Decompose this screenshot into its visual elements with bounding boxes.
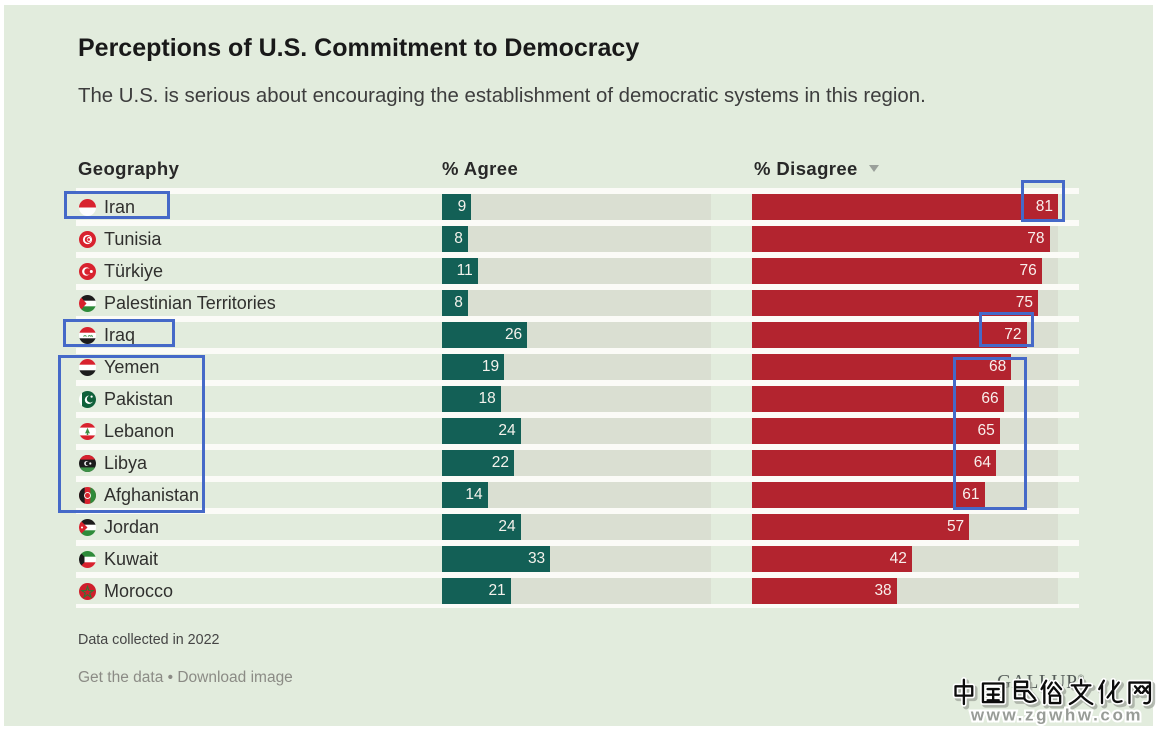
svg-text:www.zgwhw.com: www.zgwhw.com	[970, 706, 1143, 725]
